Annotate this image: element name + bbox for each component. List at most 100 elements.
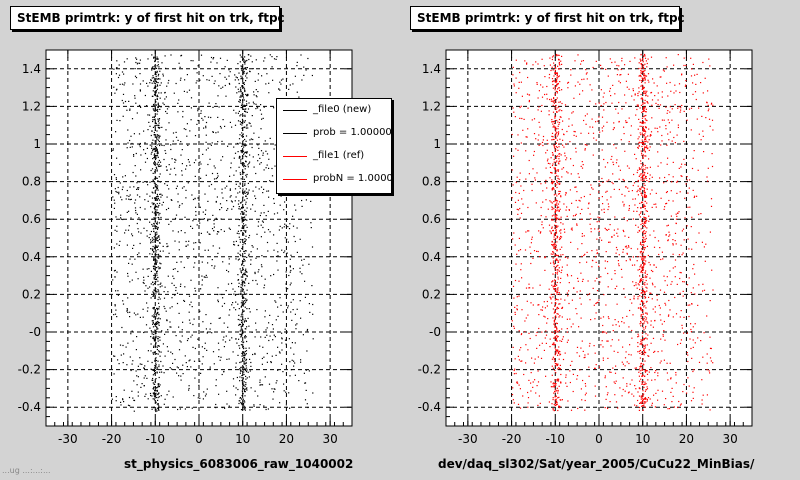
data-point xyxy=(619,82,621,84)
data-point xyxy=(243,216,245,218)
data-point xyxy=(242,366,244,368)
data-point xyxy=(255,279,257,282)
data-point xyxy=(556,186,558,189)
data-point xyxy=(641,368,643,370)
data-point xyxy=(643,55,645,57)
data-point xyxy=(672,200,674,202)
data-point xyxy=(243,351,245,354)
data-point xyxy=(644,263,646,265)
data-point xyxy=(194,197,196,199)
data-point xyxy=(558,101,560,103)
data-point xyxy=(641,166,643,168)
data-point xyxy=(237,303,239,305)
data-point xyxy=(129,194,131,196)
data-point xyxy=(155,253,157,255)
data-point xyxy=(663,275,665,277)
data-point xyxy=(155,262,157,264)
data-point xyxy=(517,403,520,405)
data-point xyxy=(556,75,558,77)
data-point xyxy=(244,209,246,211)
data-point xyxy=(158,313,160,315)
data-point xyxy=(646,290,648,292)
data-point xyxy=(156,246,158,248)
data-point xyxy=(257,160,259,162)
data-point xyxy=(553,344,555,346)
data-point xyxy=(605,304,607,306)
data-point xyxy=(648,261,650,264)
data-point xyxy=(597,120,599,122)
data-point xyxy=(157,328,159,330)
data-point xyxy=(233,241,235,243)
data-point xyxy=(279,402,281,404)
data-point xyxy=(527,397,530,399)
data-point xyxy=(156,368,158,370)
data-point xyxy=(244,240,246,243)
data-point xyxy=(241,377,243,379)
data-point xyxy=(664,280,666,282)
data-point xyxy=(137,188,139,190)
data-point xyxy=(244,138,246,141)
data-point xyxy=(663,70,665,72)
data-point xyxy=(528,159,530,162)
data-point xyxy=(617,407,619,409)
data-point xyxy=(683,64,685,67)
data-point xyxy=(244,318,246,320)
data-point xyxy=(605,68,607,70)
data-point xyxy=(641,369,643,371)
data-point xyxy=(128,262,130,264)
data-point xyxy=(624,357,627,359)
data-point xyxy=(130,333,132,335)
data-point xyxy=(289,266,291,268)
data-point xyxy=(555,193,557,195)
data-point xyxy=(555,145,557,148)
data-point xyxy=(203,276,205,278)
data-point xyxy=(154,86,156,88)
data-point xyxy=(158,238,161,240)
data-point xyxy=(634,385,636,387)
data-point xyxy=(242,200,244,202)
data-point xyxy=(595,103,597,105)
data-point xyxy=(155,239,157,241)
data-point xyxy=(266,190,268,192)
data-point xyxy=(133,410,135,412)
data-point xyxy=(556,97,558,99)
data-point xyxy=(644,177,646,179)
data-point xyxy=(187,144,189,146)
data-point xyxy=(556,214,558,217)
data-point xyxy=(159,97,161,99)
data-point xyxy=(577,277,579,279)
data-point xyxy=(244,168,246,170)
data-point xyxy=(709,336,711,338)
data-point xyxy=(606,180,608,182)
data-point xyxy=(561,246,563,248)
data-point xyxy=(153,293,155,295)
data-point xyxy=(252,353,254,356)
data-point xyxy=(711,102,713,104)
data-point xyxy=(150,270,152,272)
data-point xyxy=(604,267,606,269)
data-point xyxy=(551,189,553,191)
data-point xyxy=(238,157,240,159)
data-point xyxy=(644,347,646,349)
data-point xyxy=(567,295,569,297)
data-point xyxy=(242,133,244,135)
data-point xyxy=(114,276,116,278)
data-point xyxy=(531,238,533,240)
data-point xyxy=(599,131,601,133)
data-point xyxy=(212,58,214,60)
data-point xyxy=(158,73,160,75)
data-point xyxy=(613,350,615,352)
data-point xyxy=(129,316,131,318)
data-point xyxy=(151,77,153,79)
data-point xyxy=(244,56,246,58)
data-point xyxy=(552,230,554,232)
data-point xyxy=(190,336,192,338)
data-point xyxy=(116,230,118,232)
data-point xyxy=(238,110,240,112)
data-point xyxy=(129,139,131,142)
data-point xyxy=(127,229,130,231)
data-point xyxy=(519,179,521,181)
data-point xyxy=(136,222,138,225)
data-point xyxy=(600,317,602,319)
data-point xyxy=(665,128,667,130)
